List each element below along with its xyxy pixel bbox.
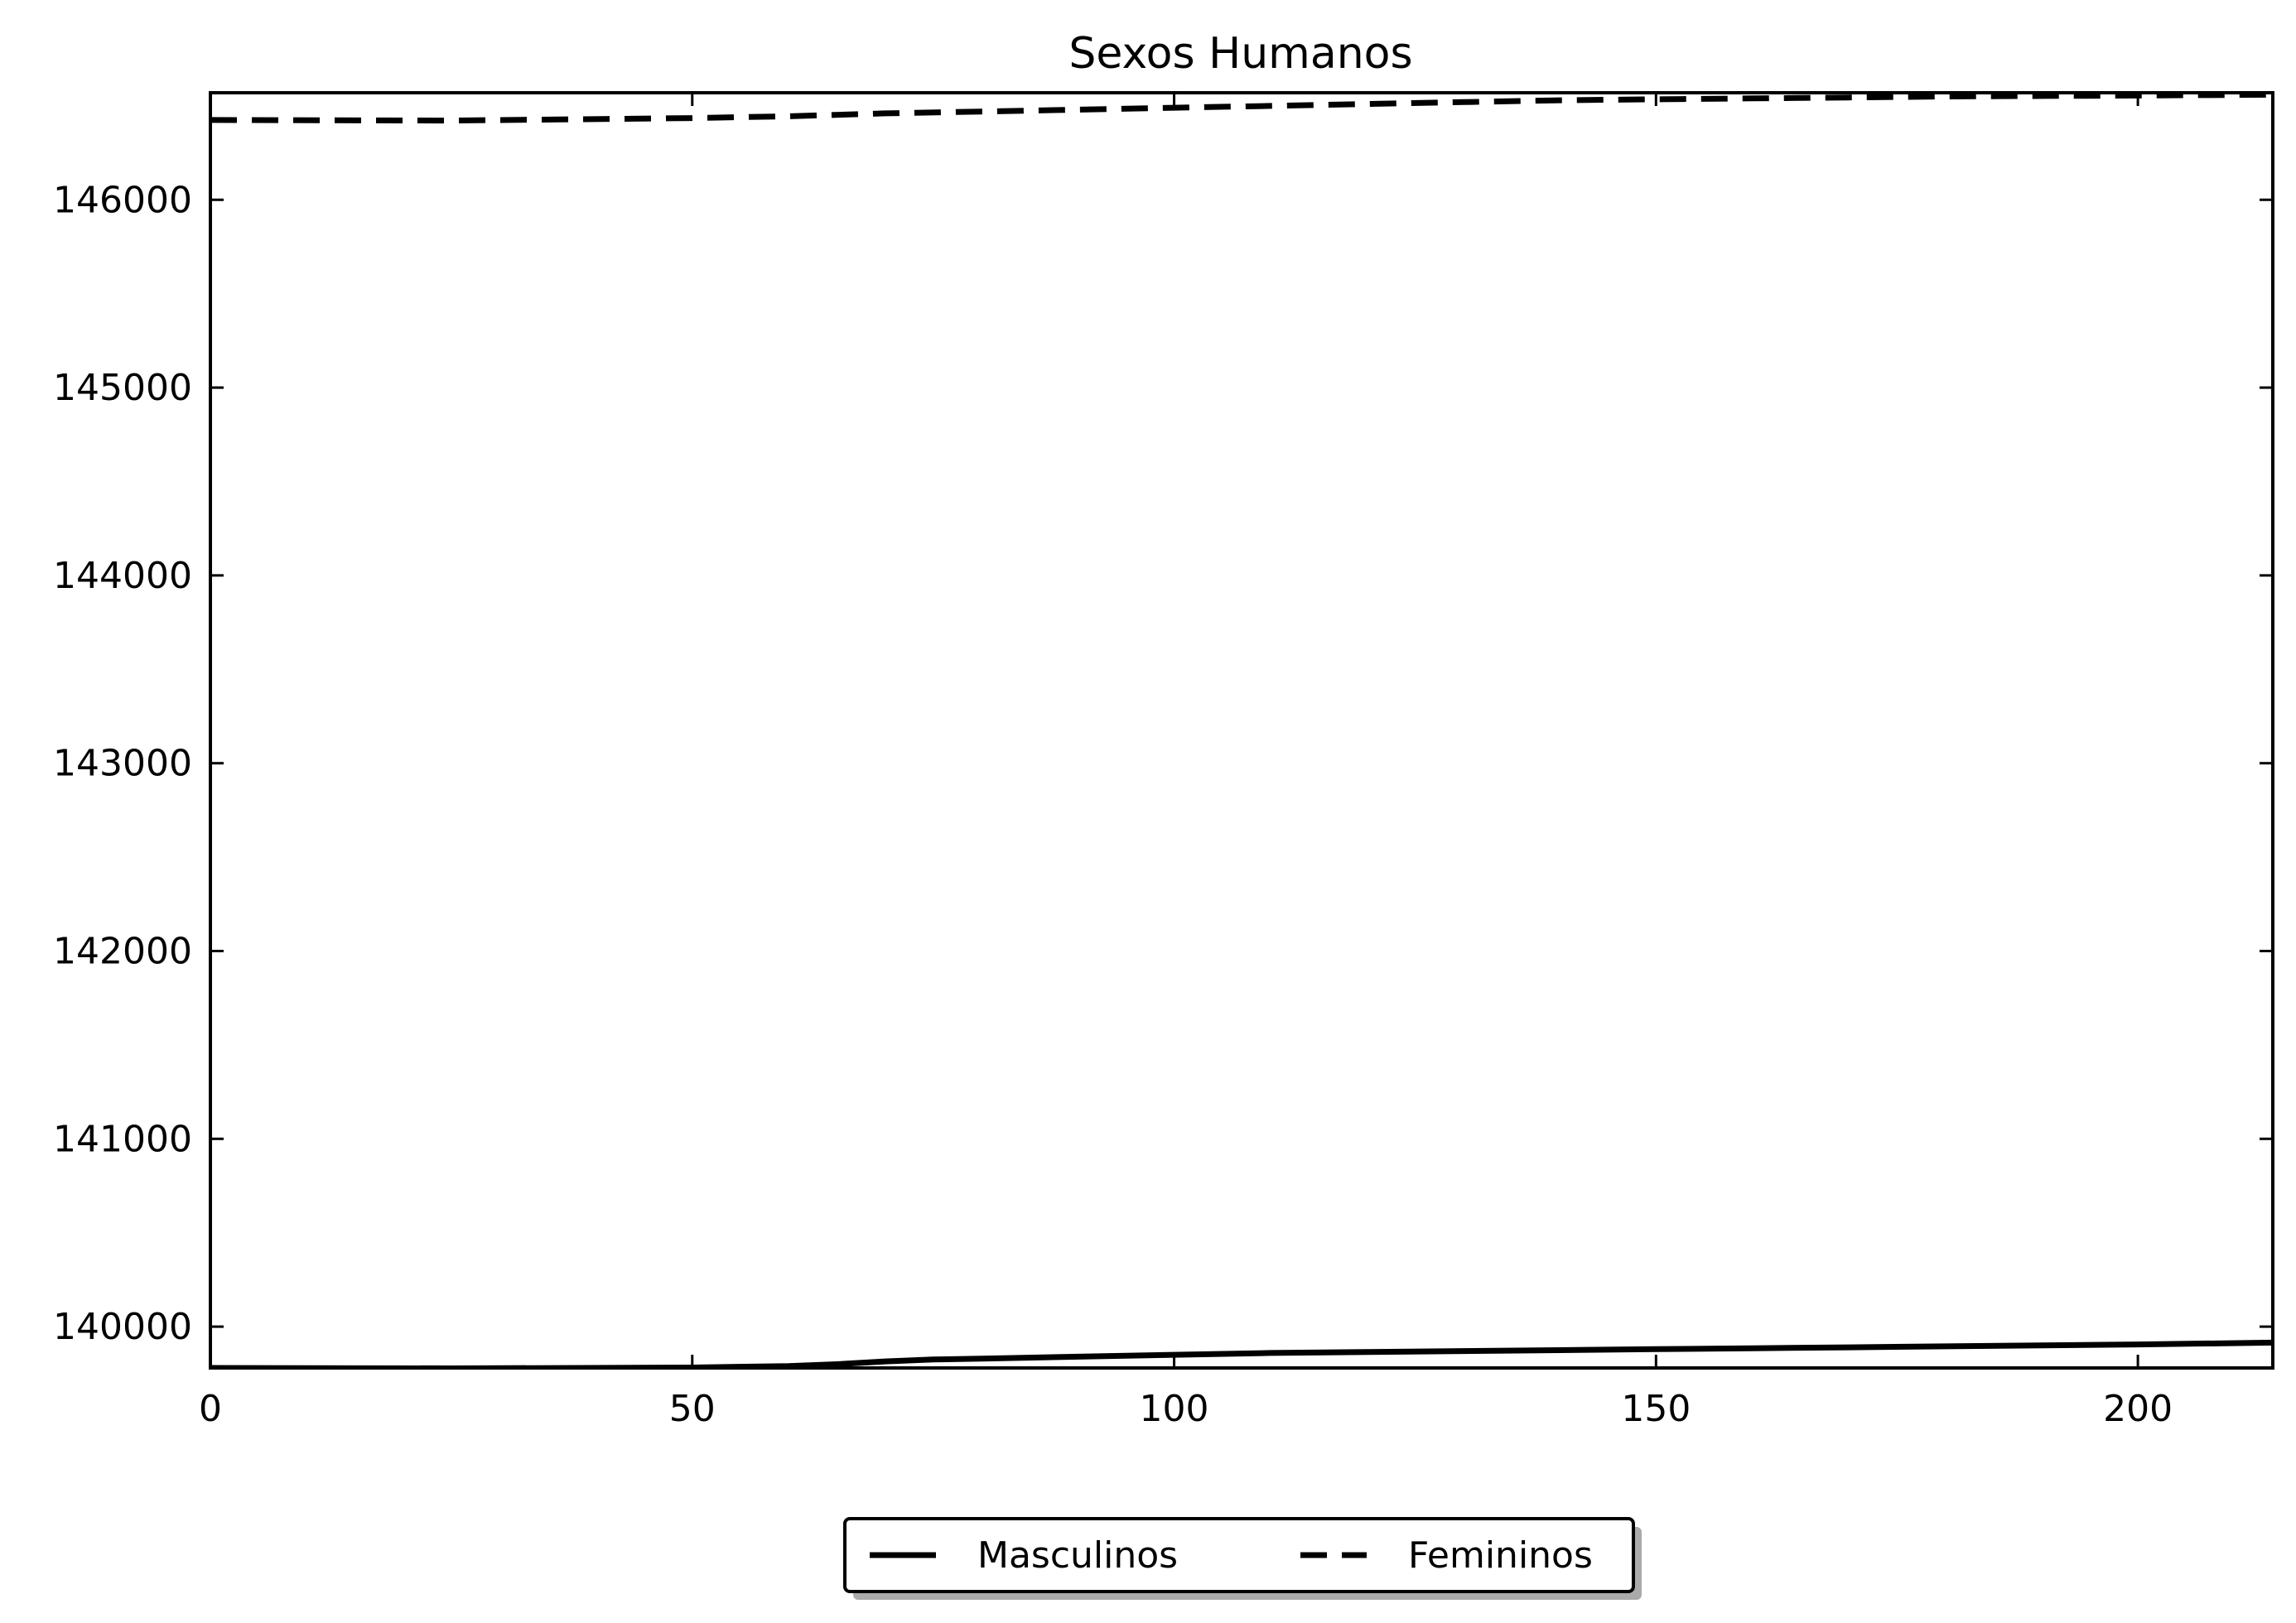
x-tick-label: 50 [669,1388,716,1430]
chart-title: Sexos Humanos [1068,29,1412,79]
y-tick-label: 143000 [53,743,192,785]
x-tick-label: 200 [2103,1388,2173,1430]
series-line-masculinos [210,1339,2273,1368]
y-tick-label: 144000 [53,555,192,597]
y-tick-label: 145000 [53,367,192,409]
x-tick-label: 0 [199,1388,222,1430]
legend-label-masculinos: Masculinos [977,1534,1178,1577]
x-tick-label: 150 [1621,1388,1691,1430]
plot-frame [209,91,2274,1370]
y-tick-label: 146000 [53,179,192,221]
y-tick-label: 141000 [53,1118,192,1160]
series-line-femininos [210,93,2273,124]
series-group [210,93,2273,1368]
y-tick-label: 140000 [53,1306,192,1348]
legend-box [843,1517,1635,1593]
legend-label-femininos: Femininos [1408,1534,1593,1577]
y-tick-label: 142000 [53,930,192,972]
x-tick-label: 100 [1140,1388,1209,1430]
